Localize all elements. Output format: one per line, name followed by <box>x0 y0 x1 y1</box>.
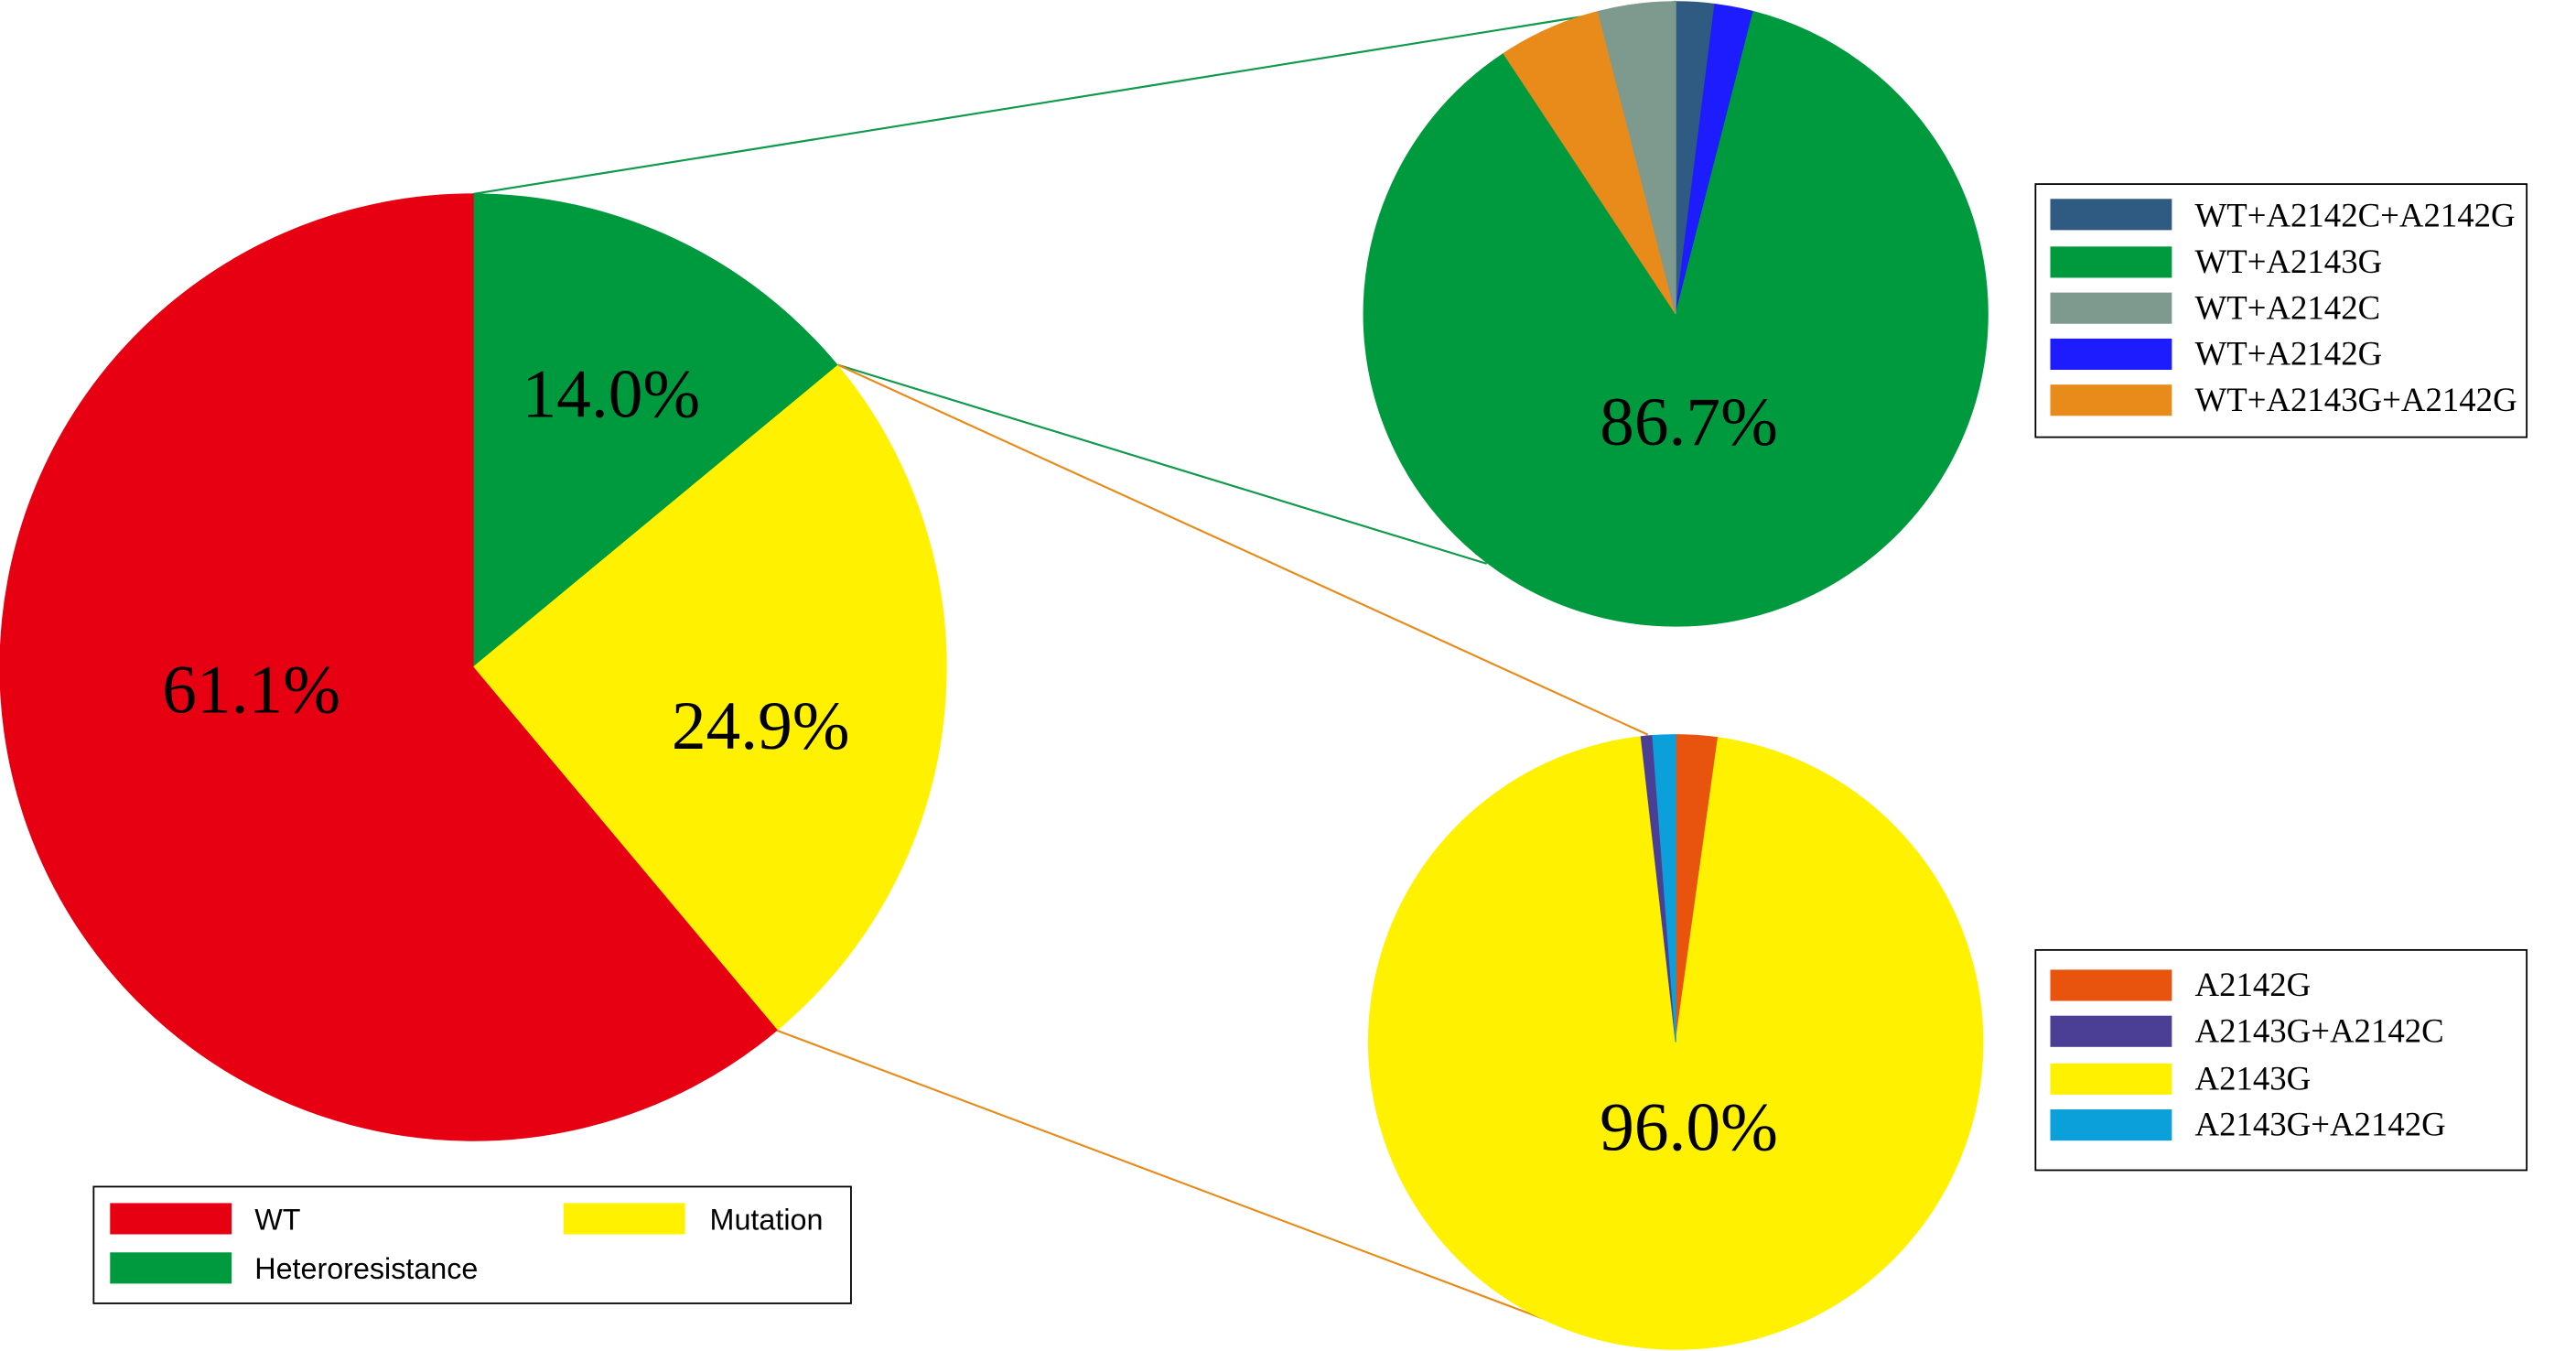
legend-swatch-a2143g <box>2050 1063 2172 1095</box>
connector-mutation-bottom <box>776 1029 1586 1336</box>
legend-label-wt-a2142c-a2142g: WT+A2142C+A2142G <box>2194 197 2515 234</box>
slice-heteroresistance <box>472 193 839 669</box>
legend-label-wt: WT <box>254 1203 300 1236</box>
mutation-legend: A2142G A2143G+A2142C A2143G A2143G+A2142… <box>2034 948 2528 1172</box>
data-label-heteroresistance: 14.0% <box>522 356 700 432</box>
slice-a2143g <box>1367 736 1984 1350</box>
slice-wt-a2142c <box>1597 1 1676 315</box>
main-legend: WT Mutation Heteroresistance <box>92 1185 852 1304</box>
legend-swatch-wt-a2143g-a2142g <box>2050 384 2172 416</box>
data-label-mutation: 24.9% <box>672 688 850 764</box>
legend-swatch-a2143g-a2142g <box>2050 1109 2172 1141</box>
legend-label-wt-a2143g: WT+A2143G <box>2194 243 2382 280</box>
legend-label-wt-a2142g: WT+A2142G <box>2194 335 2382 373</box>
mutation-pie: 96.0% <box>1367 734 1984 1350</box>
main-pie: 14.0% 24.9% 61.1% <box>0 193 947 1141</box>
connector-mutation-top <box>837 363 1649 736</box>
connector-heteroresistance-top <box>472 0 1676 195</box>
slice-a2143g-a2142g <box>1652 734 1676 1043</box>
legend-swatch-wt <box>110 1203 232 1235</box>
legend-label-heteroresistance: Heteroresistance <box>254 1252 478 1285</box>
legend-label-a2142g: A2142G <box>2194 966 2311 1003</box>
legend-label-wt-a2142c: WT+A2142C <box>2194 288 2380 326</box>
legend-label-a2143g-a2142g: A2143G+A2142G <box>2194 1106 2445 1143</box>
legend-swatch-wt-a2142g <box>2050 338 2172 371</box>
legend-label-mutation: Mutation <box>710 1203 824 1236</box>
heteroresistance-legend: WT+A2142C+A2142G WT+A2143G WT+A2142C WT+… <box>2034 183 2528 438</box>
legend-label-wt-a2143g-a2142g: WT+A2143G+A2142G <box>2194 381 2517 418</box>
data-label-wt-a2143g: 86.7% <box>1600 384 1778 460</box>
heteroresistance-pie: 86.7% <box>1363 1 1989 627</box>
legend-swatch-a2143g-a2142c <box>2050 1015 2172 1047</box>
connector-lines <box>472 0 1676 1336</box>
legend-swatch-a2142g <box>2050 969 2172 1001</box>
legend-swatch-mutation <box>563 1203 685 1235</box>
mutation-pie-slices <box>1367 734 1984 1350</box>
slice-mutation <box>472 364 947 1032</box>
slice-wt <box>0 193 778 1141</box>
legend-label-a2143g: A2143G <box>2194 1059 2311 1097</box>
legend-label-a2143g-a2142c: A2143G+A2142C <box>2194 1011 2443 1049</box>
heteroresistance-pie-slices <box>1363 1 1989 627</box>
legend-swatch-wt-a2142c <box>2050 292 2172 324</box>
legend-swatch-wt-a2142c-a2142g <box>2050 199 2172 231</box>
slice-wt-a2143g <box>1363 10 1989 627</box>
data-label-wt: 61.1% <box>162 653 340 729</box>
legend-swatch-heteroresistance <box>110 1252 232 1284</box>
data-label-a2143g: 96.0% <box>1600 1089 1778 1165</box>
main-pie-slices <box>0 193 947 1141</box>
connector-heteroresistance-bottom <box>837 363 1488 565</box>
legend-swatch-wt-a2143g <box>2050 246 2172 278</box>
